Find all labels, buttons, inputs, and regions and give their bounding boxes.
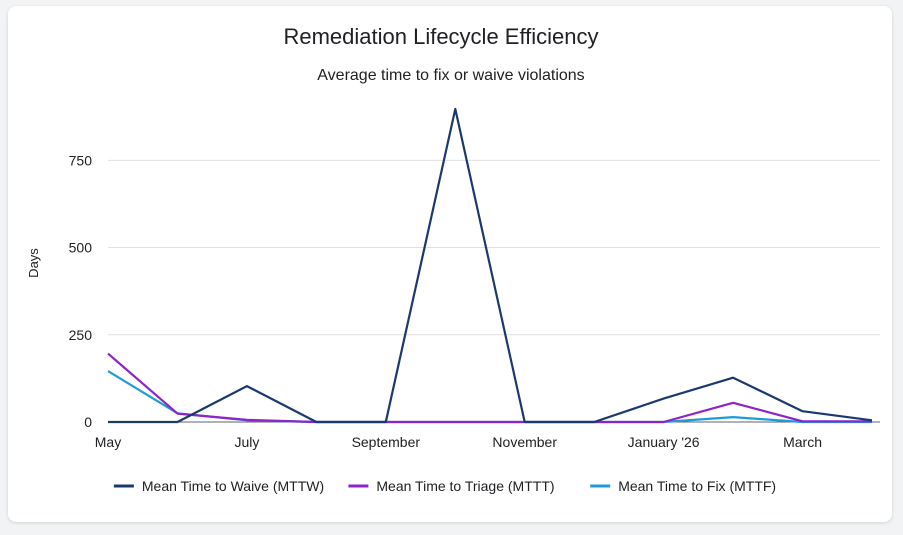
series-line xyxy=(107,352,872,424)
legend-item: Mean Time to Waive (MTTW) xyxy=(113,478,324,494)
y-tick-label: 500 xyxy=(69,240,93,256)
x-tick-label: September xyxy=(352,434,421,450)
chart-title: Remediation Lifecycle Efficiency xyxy=(283,24,598,49)
gridlines xyxy=(108,159,880,423)
legend: Mean Time to Waive (MTTW) Mean Time to Tr… xyxy=(113,478,776,494)
x-tick-label: May xyxy=(95,434,121,450)
series-line xyxy=(107,370,872,424)
x-tick-label: November xyxy=(492,434,557,450)
chart-card xyxy=(8,6,892,522)
legend-label: Mean Time to Fix (MTTF) xyxy=(618,478,776,494)
legend-item: Mean Time to Triage (MTTT) xyxy=(348,478,555,494)
legend-item: Mean Time to Fix (MTTF) xyxy=(590,478,776,494)
legend-label: Mean Time to Waive (MTTW) xyxy=(142,478,324,494)
x-tick-labels: May July September November January '26 March xyxy=(95,434,822,450)
chart-subtitle: Average time to fix or waive violations xyxy=(317,67,584,84)
y-tick-label: 750 xyxy=(69,152,93,168)
legend-label: Mean Time to Triage (MTTT) xyxy=(376,478,554,494)
x-tick-label: July xyxy=(234,434,259,450)
x-tick-label: March xyxy=(783,434,822,450)
y-tick-labels: 0 250 500 750 xyxy=(69,152,93,430)
y-tick-label: 0 xyxy=(84,414,92,430)
y-axis-label: Days xyxy=(26,248,41,278)
x-tick-label: January '26 xyxy=(628,434,700,450)
y-tick-label: 250 xyxy=(69,327,93,343)
series-line xyxy=(108,107,873,424)
series-lines xyxy=(107,107,873,424)
